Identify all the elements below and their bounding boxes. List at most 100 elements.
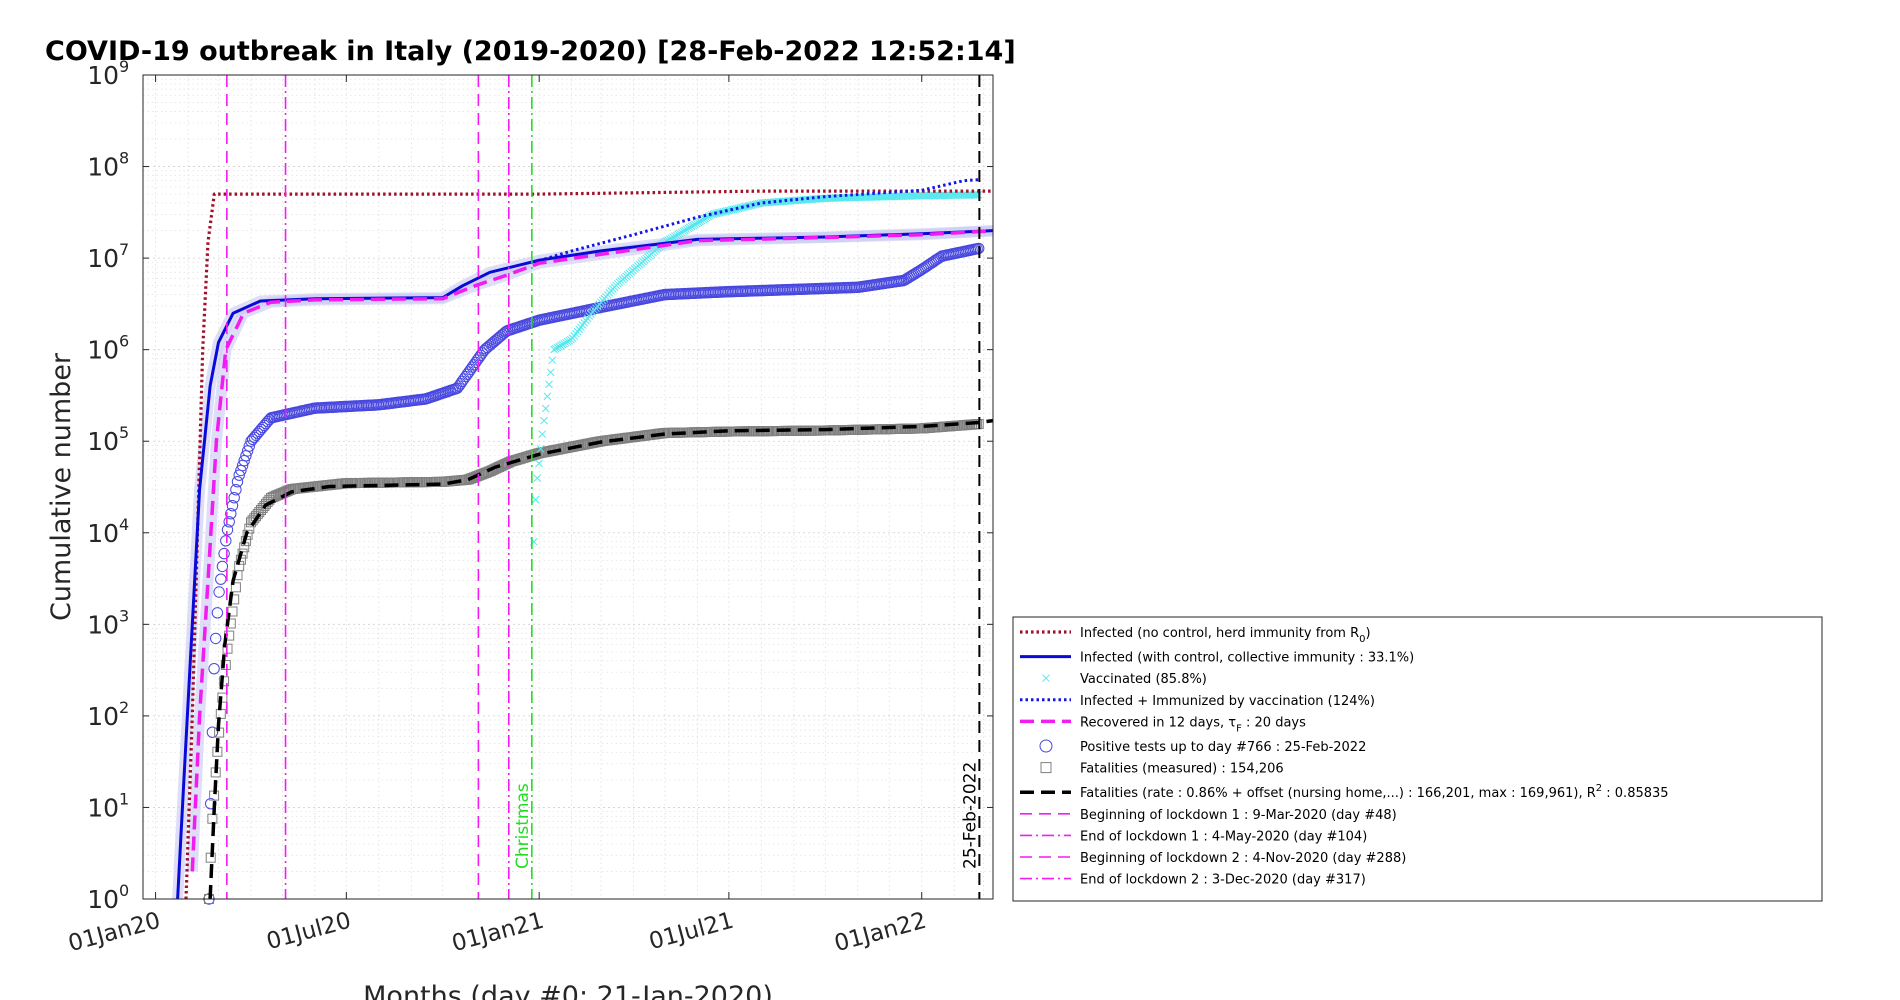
- y-tick-exponent: 6: [119, 332, 129, 351]
- vaccinated-marker: [541, 404, 550, 413]
- x-tick-label: 01Jul20: [264, 908, 354, 955]
- fatality-marker: [217, 692, 228, 703]
- y-tick-exponent: 0: [119, 881, 129, 900]
- y-tick-label: 10: [87, 793, 119, 822]
- legend-label-main: Positive tests up to day #766 : 25-Feb-2…: [1080, 740, 1366, 755]
- legend-label-main: Vaccinated (85.8%): [1080, 672, 1207, 687]
- positive-test-marker: [215, 573, 227, 585]
- vaccinated-marker: [536, 445, 545, 453]
- y-tick-label: 10: [87, 519, 119, 548]
- fatality-marker: [230, 582, 241, 593]
- legend-label-main: End of lockdown 2 : 3-Dec-2020 (day #317…: [1080, 873, 1366, 888]
- legend-label: Positive tests up to day #766 : 25-Feb-2…: [1080, 740, 1366, 755]
- vaccinated-marker: [546, 368, 555, 377]
- legend-entry-lockdown2_end: End of lockdown 2 : 3-Dec-2020 (day #317…: [1020, 873, 1366, 888]
- series-vaccinated: [530, 191, 983, 546]
- vertical-markers: Christmas 25-Feb-2022: [226, 75, 980, 899]
- legend-label-main: Infected + Immunized by vaccination (124…: [1080, 694, 1375, 709]
- x-tick-label: 01Jan20: [66, 908, 164, 957]
- fatality-marker: [242, 529, 253, 540]
- legend-label: Vaccinated (85.8%): [1080, 672, 1207, 687]
- positive-test-marker: [243, 440, 256, 452]
- positive-test-marker: [210, 632, 222, 645]
- y-axis-label: Cumulative number: [46, 352, 77, 621]
- legend-label-tail: : 0.85835: [1602, 786, 1668, 801]
- vaccinated-marker: [545, 380, 553, 389]
- y-tick-base: 10: [87, 153, 119, 182]
- y-tick-base: 10: [87, 702, 119, 731]
- legend-entry-lockdown1_end: End of lockdown 1 : 4-May-2020 (day #104…: [1020, 829, 1367, 844]
- legend-entry-recovered: Recovered in 12 days, τF : 20 days: [1020, 715, 1306, 734]
- positive-test-marker: [225, 508, 237, 520]
- legend-entry-infected_no_control: Infected (no control, herd immunity from…: [1020, 626, 1371, 645]
- y-tick-exponent: 9: [119, 57, 129, 76]
- vaccinated-marker: [548, 356, 557, 365]
- y-tick-exponent: 3: [119, 606, 129, 625]
- legend-label: End of lockdown 1 : 4-May-2020 (day #104…: [1080, 829, 1367, 844]
- positive-test-marker: [223, 516, 235, 528]
- fatality-marker: [465, 473, 476, 484]
- y-tick-label: 10: [87, 885, 119, 914]
- legend-label: End of lockdown 2 : 3-Dec-2020 (day #317…: [1080, 873, 1366, 888]
- vline-annotation-end_marker: 25-Feb-2022: [960, 762, 980, 869]
- positive-test-marker: [218, 547, 230, 560]
- y-tick-base: 10: [87, 427, 119, 456]
- vaccinated-marker: [533, 474, 542, 482]
- y-tick-exponent: 5: [119, 423, 129, 442]
- y-tick-exponent: 8: [119, 149, 129, 168]
- legend-label-subscript: 0: [1359, 634, 1365, 645]
- legend-entry-immunized: Infected + Immunized by vaccination (124…: [1020, 694, 1375, 709]
- legend-label: Recovered in 12 days, τF : 20 days: [1080, 715, 1306, 734]
- positive-test-marker: [231, 476, 244, 488]
- legend-label-main: Recovered in 12 days, τ: [1080, 715, 1236, 730]
- legend-box: [1012, 616, 1823, 902]
- legend-label: Infected (with control, collective immun…: [1080, 651, 1414, 666]
- positive-test-marker: [208, 663, 220, 675]
- chart-title: COVID-19 outbreak in Italy (2019-2020) […: [45, 36, 1016, 67]
- legend-label-superscript: 2: [1596, 783, 1602, 794]
- series-line-immunized: [533, 178, 980, 264]
- y-tick-base: 10: [87, 519, 119, 548]
- positive-test-marker: [220, 535, 232, 547]
- legend-entry-infected_control: Infected (with control, collective immun…: [1020, 651, 1414, 666]
- legend-label-main: Fatalities (rate : 0.86% + offset (nursi…: [1080, 786, 1596, 801]
- y-tick-exponent: 1: [119, 789, 129, 808]
- legend-entry-positive_tests: Positive tests up to day #766 : 25-Feb-2…: [1039, 739, 1366, 755]
- y-tick-label: 10: [87, 610, 119, 639]
- positive-test-marker: [238, 455, 250, 467]
- vaccinated-marker: [535, 459, 543, 468]
- fatality-marker: [227, 606, 238, 617]
- positive-test-marker: [216, 560, 229, 573]
- plot-series: [172, 178, 994, 905]
- x-tick-label: 01Jan22: [832, 908, 930, 957]
- plot-frame: [142, 74, 994, 900]
- legend-label-main: End of lockdown 1 : 4-May-2020 (day #104…: [1080, 829, 1367, 844]
- y-tick-base: 10: [87, 793, 119, 822]
- y-tick-label: 10: [87, 153, 119, 182]
- vaccinated-marker: [540, 416, 548, 425]
- legend-label: Beginning of lockdown 1 : 9-Mar-2020 (da…: [1080, 808, 1397, 823]
- y-tick-exponent: 4: [119, 515, 129, 534]
- vaccinated-marker: [531, 495, 540, 504]
- fatality-marker: [220, 660, 231, 670]
- y-tick-label: 10: [87, 336, 119, 365]
- positive-test-marker: [230, 484, 242, 496]
- legend-label: Beginning of lockdown 2 : 4-Nov-2020 (da…: [1080, 851, 1406, 866]
- legend-label: Infected (no control, herd immunity from…: [1080, 626, 1371, 645]
- legend-label-tail: ): [1365, 626, 1370, 641]
- y-tick-base: 10: [87, 336, 119, 365]
- vaccinated-marker: [543, 392, 552, 401]
- vline-annotation-christmas: Christmas: [513, 783, 533, 869]
- y-tick-label: 10: [87, 702, 119, 731]
- legend-label: Infected + Immunized by vaccination (124…: [1080, 694, 1375, 709]
- legend-entry-fatalities_fit: Fatalities (rate : 0.86% + offset (nursi…: [1020, 783, 1669, 801]
- positive-test-marker: [228, 492, 240, 504]
- y-tick-base: 10: [87, 610, 119, 639]
- positive-test-marker: [211, 607, 224, 619]
- y-tick-base: 10: [87, 61, 119, 90]
- y-tick-label: 10: [87, 244, 119, 273]
- positive-test-marker: [213, 586, 225, 598]
- fatality-marker: [480, 467, 491, 478]
